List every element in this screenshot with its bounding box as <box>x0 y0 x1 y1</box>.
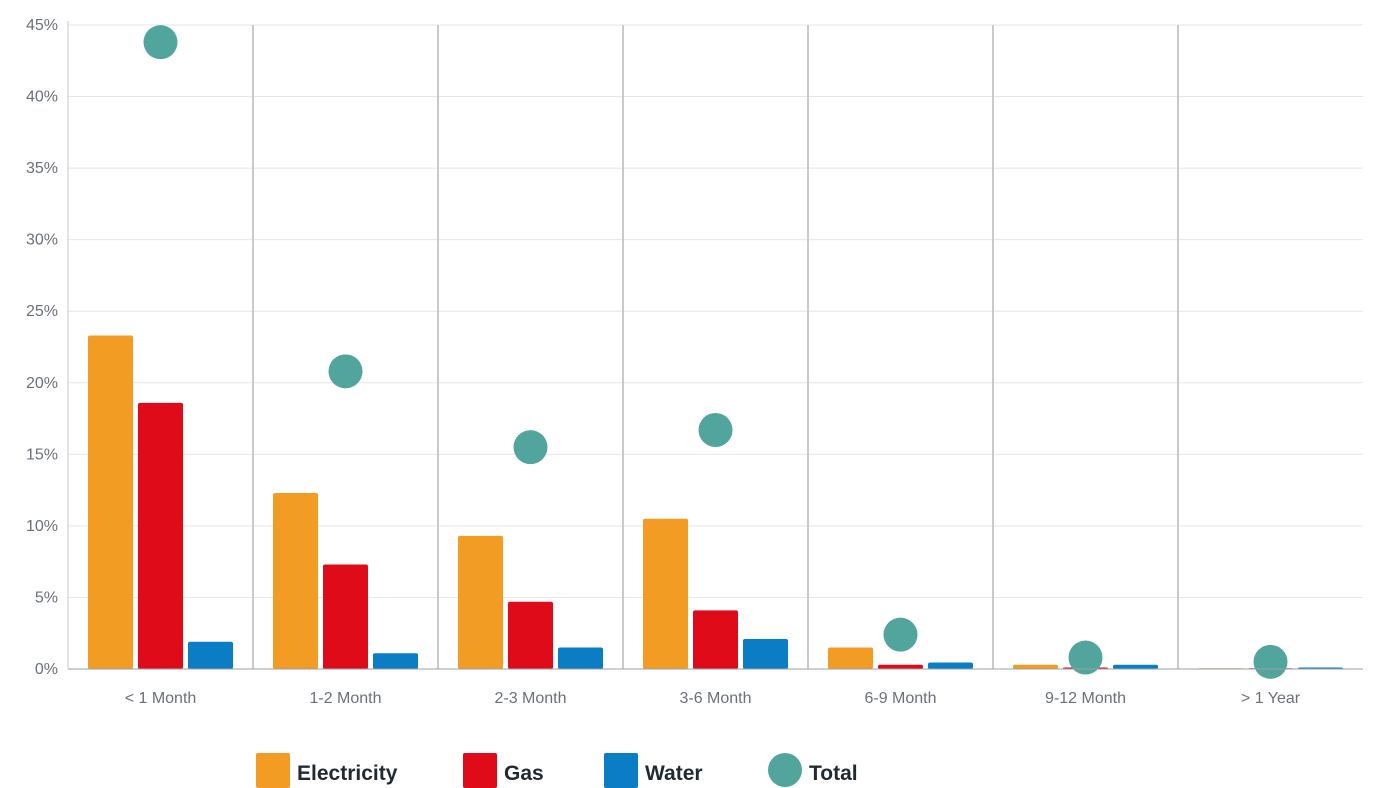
legend-swatch-gas <box>463 753 497 788</box>
legend-item-water: Water <box>604 753 703 788</box>
y-tick-label: 45% <box>26 17 58 34</box>
legend-label: Water <box>645 762 703 785</box>
bar-water <box>188 641 233 669</box>
x-tick-label: 6-9 Month <box>864 690 936 707</box>
bar-electricity <box>88 335 133 669</box>
y-tick-label: 5% <box>35 589 58 606</box>
axes: 0% 5% 10% 15% 20% 25% 30% 35% 40% 45% < 1 Month 1-2… <box>26 17 1363 707</box>
x-tick-label: 9-12 Month <box>1045 690 1126 707</box>
y-tick-label: 25% <box>26 303 58 320</box>
bar-water <box>373 653 418 669</box>
legend: Electricity Gas Water Total <box>256 753 858 788</box>
legend-swatch-total <box>768 753 802 787</box>
bar-electricity <box>643 518 688 669</box>
legend-swatch-water <box>604 753 638 788</box>
x-tick-label: < 1 Month <box>125 690 197 707</box>
bar-water <box>558 647 603 669</box>
y-tick-label: 0% <box>35 661 58 678</box>
x-tick-label: 1-2 Month <box>309 690 381 707</box>
legend-swatch-electricity <box>256 753 290 788</box>
bar-electricity <box>458 535 503 669</box>
gridlines <box>68 24 1363 670</box>
bar-gas <box>693 610 738 669</box>
legend-label: Gas <box>504 762 544 785</box>
bar-gas <box>323 564 368 669</box>
y-tick-label: 30% <box>26 232 58 249</box>
point-total <box>883 617 918 652</box>
bar-electricity <box>1013 664 1058 669</box>
legend-item-electricity: Electricity <box>256 753 398 788</box>
bar-water <box>928 662 973 669</box>
bar-marks <box>88 335 1343 669</box>
bar-gas <box>138 402 183 669</box>
bar-water <box>1113 664 1158 669</box>
point-total <box>328 354 363 389</box>
x-tick-label: > 1 Year <box>1241 690 1301 707</box>
bar-electricity <box>828 647 873 669</box>
y-tick-label: 20% <box>26 375 58 392</box>
point-total <box>698 413 733 448</box>
y-tick-label: 35% <box>26 160 58 177</box>
y-tick-label: 10% <box>26 518 58 535</box>
bar-water <box>743 638 788 669</box>
x-tick-label: 3-6 Month <box>679 690 751 707</box>
category-separators <box>252 25 1179 669</box>
legend-label: Total <box>809 762 858 785</box>
point-total <box>1253 644 1288 679</box>
legend-label: Electricity <box>297 762 398 785</box>
bar-gas <box>878 664 923 669</box>
bar-electricity <box>273 492 318 669</box>
y-tick-label: 40% <box>26 89 58 106</box>
point-total <box>513 430 548 465</box>
legend-item-total: Total <box>768 753 858 787</box>
y-tick-label: 15% <box>26 446 58 463</box>
legend-item-gas: Gas <box>463 753 544 788</box>
point-total <box>143 25 178 60</box>
point-total <box>1068 640 1103 675</box>
total-points <box>143 25 1288 679</box>
bar-gas <box>508 601 553 669</box>
x-tick-label: 2-3 Month <box>494 690 566 707</box>
